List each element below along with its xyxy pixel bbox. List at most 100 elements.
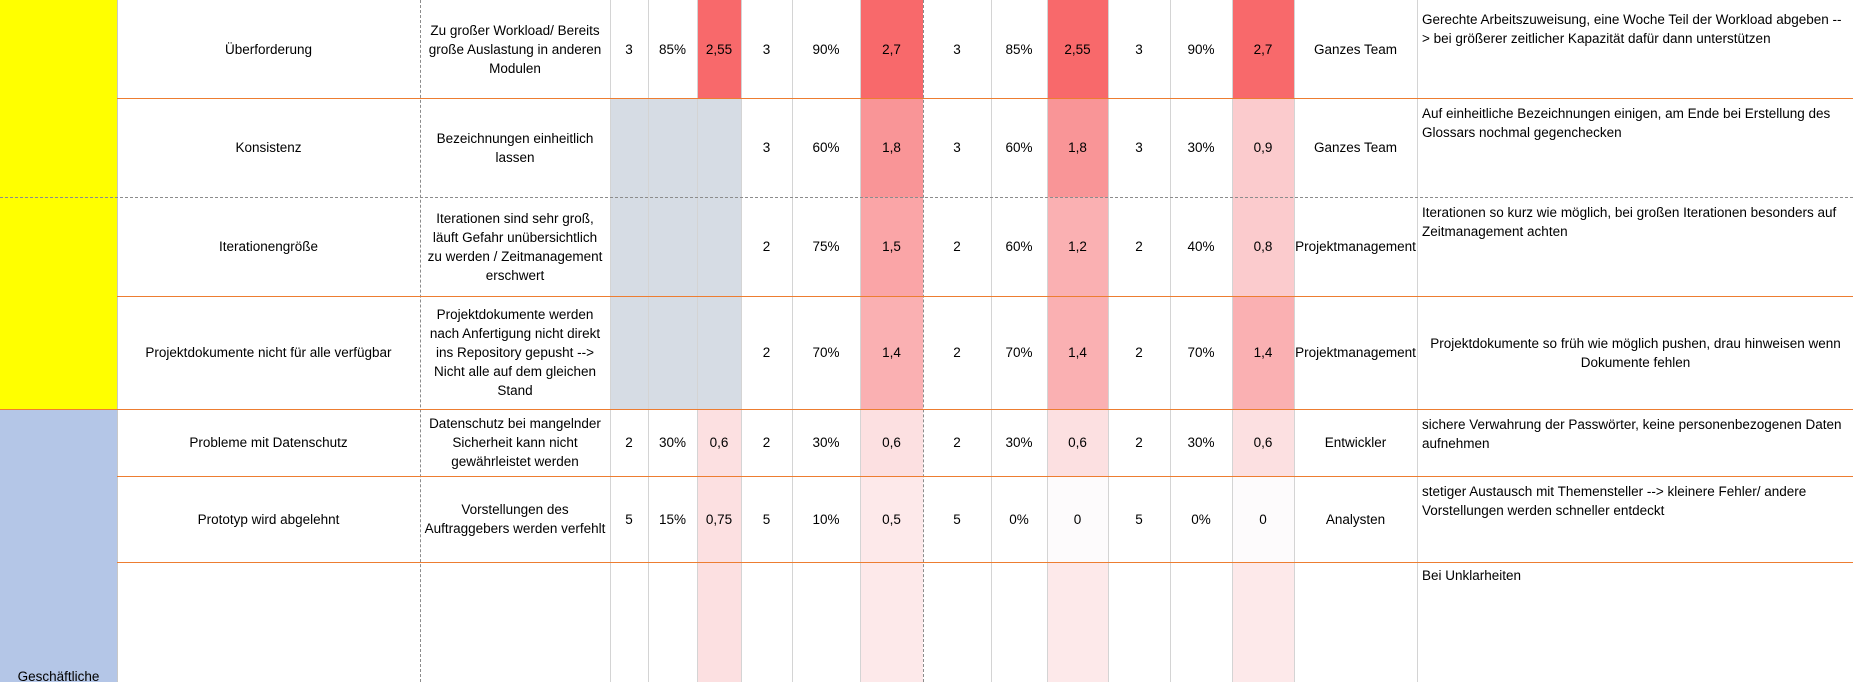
impact-cell[interactable]: 2	[953, 239, 961, 254]
risk-cause-cell[interactable]: Iterationen sind sehr groß, läuft Gefahr…	[427, 210, 603, 283]
probability-cell[interactable]	[648, 562, 697, 682]
impact-cell[interactable]: 3	[953, 41, 961, 57]
responsible-cell[interactable]	[1294, 562, 1417, 682]
impact-cell[interactable]	[610, 562, 648, 682]
probability-cell[interactable]: 30%	[1187, 140, 1215, 155]
probability-cell[interactable]: 60%	[1005, 140, 1033, 155]
impact-cell[interactable]: 3	[762, 140, 771, 155]
impact-cell[interactable]: 2	[953, 435, 961, 450]
risk-name-cell[interactable]: Überforderung	[224, 41, 313, 57]
responsible-cell[interactable]: Projektmanagement	[1295, 239, 1416, 254]
risk-name-cell[interactable]: Konsistenz	[235, 140, 302, 155]
impact-cell[interactable]	[610, 98, 648, 197]
impact-cell[interactable]: 2	[625, 435, 633, 450]
impact-cell[interactable]	[610, 296, 648, 409]
risk-score-cell[interactable]: 1,4	[882, 345, 901, 360]
risk-name-cell[interactable]: Probleme mit Datenschutz	[189, 435, 348, 450]
probability-cell[interactable]	[991, 562, 1047, 682]
measure-cell[interactable]: Gerechte Arbeitszuweisung, eine Woche Te…	[1422, 12, 1842, 46]
category-cell[interactable]	[0, 409, 117, 682]
impact-cell[interactable]	[610, 197, 648, 296]
risk-score-cell[interactable]	[1232, 562, 1294, 682]
risk-score-cell[interactable]: 2,55	[1064, 41, 1091, 57]
risk-name-cell[interactable]: Projektdokumente nicht für alle verfügba…	[145, 345, 392, 360]
impact-cell[interactable]: 2	[1135, 239, 1143, 254]
risk-score-cell[interactable]: 1,2	[1068, 239, 1087, 254]
impact-cell[interactable]	[923, 562, 991, 682]
risk-score-cell[interactable]: 0,8	[1253, 239, 1273, 254]
probability-cell[interactable]: 0%	[1009, 511, 1029, 527]
probability-cell[interactable]: 70%	[812, 345, 840, 360]
risk-score-cell[interactable]: 2,55	[705, 41, 733, 57]
measure-cell[interactable]: sichere Verwahrung der Passwörter, keine…	[1422, 417, 1842, 451]
probability-cell[interactable]	[1170, 562, 1232, 682]
risk-score-cell[interactable]: 0,75	[705, 511, 733, 527]
responsible-cell[interactable]: Ganzes Team	[1313, 41, 1398, 57]
risk-name-cell[interactable]	[117, 562, 420, 682]
risk-score-cell[interactable]	[697, 296, 741, 409]
measure-cell[interactable]: Projektdokumente so früh wie möglich pus…	[1430, 335, 1841, 370]
risk-score-cell[interactable]	[697, 98, 741, 197]
category-cell[interactable]	[0, 0, 117, 409]
risk-score-cell[interactable]: 0,9	[1253, 140, 1273, 155]
risk-score-cell[interactable]: 0	[1259, 511, 1267, 527]
probability-cell[interactable]	[648, 296, 697, 409]
risk-cause-cell[interactable]: Vorstellungen des Auftraggebers werden v…	[424, 502, 606, 536]
probability-cell[interactable]: 90%	[1187, 41, 1215, 57]
risk-score-cell[interactable]: 0,6	[1068, 435, 1087, 450]
probability-cell[interactable]: 70%	[1187, 345, 1215, 360]
risk-name-cell[interactable]: Prototyp wird abgelehnt	[197, 511, 340, 527]
impact-cell[interactable]: 5	[625, 511, 633, 527]
impact-cell[interactable]: 2	[1135, 345, 1143, 360]
measure-cell[interactable]: Iterationen so kurz wie möglich, bei gro…	[1422, 205, 1837, 239]
impact-cell[interactable]: 3	[762, 41, 771, 57]
impact-cell[interactable]: 3	[625, 41, 633, 57]
risk-score-cell[interactable]: 1,4	[1253, 345, 1273, 360]
responsible-cell[interactable]: Ganzes Team	[1313, 140, 1398, 155]
measure-cell[interactable]: Auf einheitliche Bezeichnungen einigen, …	[1422, 106, 1831, 140]
risk-score-cell[interactable]	[697, 197, 741, 296]
risk-cause-cell[interactable]: Datenschutz bei mangelnder Sicherheit ka…	[429, 416, 601, 469]
probability-cell[interactable]: 30%	[1005, 435, 1033, 450]
probability-cell[interactable]: 0%	[1191, 511, 1211, 527]
probability-cell[interactable]: 85%	[658, 41, 687, 57]
impact-cell[interactable]: 2	[762, 435, 771, 450]
measure-cell[interactable]: stetiger Austausch mit Themensteller -->…	[1422, 484, 1807, 518]
impact-cell[interactable]: 2	[953, 345, 961, 360]
impact-cell[interactable]: 3	[953, 140, 961, 155]
impact-cell[interactable]: 2	[762, 239, 771, 254]
risk-score-cell[interactable]: 0	[1073, 511, 1082, 527]
risk-cause-cell[interactable]: Zu großer Workload/ Bereits große Auslas…	[428, 22, 602, 76]
probability-cell[interactable]	[648, 197, 697, 296]
probability-cell[interactable]: 30%	[658, 435, 687, 450]
probability-cell[interactable]: 40%	[1187, 239, 1215, 254]
risk-score-cell[interactable]	[1047, 562, 1108, 682]
responsible-cell[interactable]: Projektmanagement	[1295, 345, 1416, 360]
responsible-cell[interactable]: Analysten	[1325, 511, 1386, 527]
risk-score-cell[interactable]	[860, 562, 923, 682]
impact-cell[interactable]	[741, 562, 792, 682]
risk-score-cell[interactable]: 0,6	[1253, 435, 1273, 450]
risk-score-cell[interactable]: 1,5	[882, 239, 901, 254]
risk-score-cell[interactable]: 2,7	[882, 41, 901, 57]
probability-cell[interactable]: 30%	[812, 435, 840, 450]
impact-cell[interactable]	[1108, 562, 1170, 682]
responsible-cell[interactable]: Entwickler	[1324, 435, 1387, 450]
probability-cell[interactable]: 15%	[658, 511, 687, 527]
risk-score-cell[interactable]: 0,5	[882, 511, 901, 527]
risk-score-cell[interactable]: 0,6	[882, 435, 901, 450]
risk-score-cell[interactable]: 2,7	[1253, 41, 1273, 57]
impact-cell[interactable]: 3	[1135, 140, 1143, 155]
risk-cause-cell[interactable]: Bezeichnungen einheitlich lassen	[436, 130, 594, 165]
risk-score-cell[interactable]: 1,8	[882, 140, 901, 155]
probability-cell[interactable]: 70%	[1005, 345, 1033, 360]
probability-cell[interactable]: 60%	[1005, 239, 1033, 254]
measure-cell[interactable]: Bei Unklarheiten	[1422, 568, 1522, 583]
impact-cell[interactable]: 5	[1135, 511, 1143, 527]
probability-cell[interactable]: 30%	[1187, 435, 1215, 450]
probability-cell[interactable]: 85%	[1005, 41, 1033, 57]
risk-score-cell[interactable]: 0,6	[709, 435, 729, 450]
impact-cell[interactable]: 3	[1135, 41, 1143, 57]
impact-cell[interactable]: 5	[762, 511, 771, 527]
probability-cell[interactable]: 60%	[812, 140, 840, 155]
